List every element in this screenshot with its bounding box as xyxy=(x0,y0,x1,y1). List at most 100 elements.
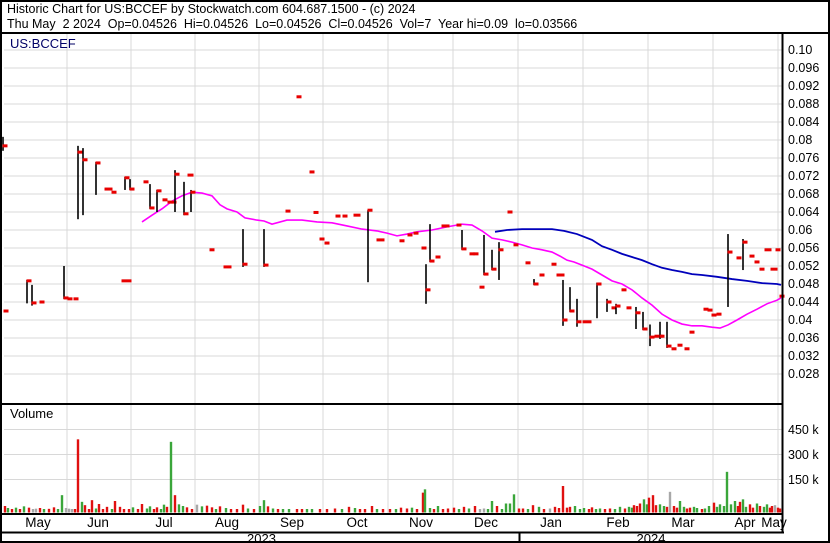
volume-bar xyxy=(47,508,51,513)
volume-bar xyxy=(80,501,84,513)
close-dash xyxy=(156,189,162,193)
volume-bar xyxy=(210,507,214,513)
close-dash xyxy=(26,279,32,283)
volume-bar xyxy=(394,509,398,513)
price-tick-label: 0.072 xyxy=(788,169,820,183)
volume-bar xyxy=(707,506,711,513)
volume-bar xyxy=(751,507,755,513)
close-dash xyxy=(461,247,467,251)
price-tick-label: 0.064 xyxy=(788,205,820,219)
volume-bar xyxy=(662,506,666,513)
volume-bar xyxy=(200,506,204,513)
volume-bar xyxy=(87,509,91,513)
volume-bar xyxy=(218,506,222,513)
volume-bar xyxy=(399,507,403,513)
volume-bar xyxy=(762,506,766,513)
volume-bar xyxy=(647,497,651,513)
volume-bar xyxy=(52,507,56,513)
volume-bar xyxy=(553,506,557,513)
volume-bar xyxy=(241,504,245,513)
volume-bar xyxy=(685,508,689,513)
close-dash xyxy=(649,335,655,339)
volume-bar xyxy=(700,509,704,513)
volume-bar xyxy=(370,506,374,513)
volume-bar xyxy=(262,500,266,513)
volume-bar xyxy=(635,506,639,513)
month-label: Sep xyxy=(279,515,305,530)
volume-bar xyxy=(105,506,109,513)
volume-bar xyxy=(630,507,634,513)
volume-bar xyxy=(205,505,209,513)
volume-bar xyxy=(162,504,166,513)
close-dash xyxy=(171,200,177,204)
volume-bar xyxy=(14,507,18,513)
volume-bar xyxy=(436,506,440,513)
month-label: Aug xyxy=(214,515,240,530)
volume-bar xyxy=(517,508,521,513)
volume-bar xyxy=(190,509,194,513)
close-dash xyxy=(149,206,155,210)
close-dash xyxy=(162,198,168,202)
month-label: Feb xyxy=(606,515,630,530)
volume-bar xyxy=(688,507,692,513)
volume-bar xyxy=(42,509,46,513)
volume-bar xyxy=(38,508,42,513)
volume-bar xyxy=(432,509,436,513)
close-dash xyxy=(376,238,385,242)
price-tick-label: 0.096 xyxy=(788,61,820,75)
close-dash xyxy=(407,233,413,237)
close-dash xyxy=(209,248,215,252)
close-dash xyxy=(313,210,319,214)
price-tick-label: 0.028 xyxy=(788,367,820,381)
volume-bar xyxy=(537,506,541,513)
volume-bar xyxy=(776,507,780,513)
price-tick-label: 0.048 xyxy=(788,277,820,291)
volume-bar xyxy=(118,506,122,513)
volume-bar xyxy=(457,509,461,513)
volume-bar xyxy=(658,504,662,513)
month-label: Jul xyxy=(155,515,173,530)
volume-bar xyxy=(410,507,414,513)
header-title: Historic Chart for US:BCCEF by Stockwatc… xyxy=(7,2,416,16)
volume-bar xyxy=(462,506,466,513)
volume-bar xyxy=(587,509,591,513)
volume-bar xyxy=(478,509,482,513)
close-dash xyxy=(562,318,568,322)
volume-bar xyxy=(155,507,159,513)
volume-bar xyxy=(235,509,239,513)
volume-bar xyxy=(712,502,716,513)
volume-bar xyxy=(703,508,707,513)
volume-bar xyxy=(83,505,87,513)
volume-bar xyxy=(159,509,163,513)
volume-bar xyxy=(542,509,546,513)
volume-bar xyxy=(415,509,419,513)
month-label: Dec xyxy=(473,515,499,530)
volume-bar xyxy=(421,492,425,513)
month-label: Jan xyxy=(540,515,562,530)
volume-bar xyxy=(770,506,774,513)
close-dash xyxy=(121,279,132,283)
close-dash xyxy=(456,223,462,227)
close-dash xyxy=(124,176,130,180)
volume-bar xyxy=(214,509,218,513)
close-dash xyxy=(596,282,602,286)
volume-bar xyxy=(755,503,759,513)
volume-bar xyxy=(733,501,737,513)
volume-bar xyxy=(300,509,304,513)
close-dash xyxy=(129,187,135,191)
volume-bar xyxy=(67,508,71,513)
month-label: Jun xyxy=(87,515,109,530)
close-dash xyxy=(263,263,269,267)
year-label: 2024 xyxy=(636,531,666,543)
close-dash xyxy=(677,343,683,347)
close-dash xyxy=(654,334,663,338)
volume-bar xyxy=(603,509,607,513)
close-dash xyxy=(429,259,435,263)
price-tick-label: 0.044 xyxy=(788,295,820,309)
close-dash xyxy=(353,213,361,217)
close-dash xyxy=(621,288,627,292)
volume-bar xyxy=(318,509,322,513)
volume-bar xyxy=(358,509,362,513)
volume-bar xyxy=(165,506,169,513)
